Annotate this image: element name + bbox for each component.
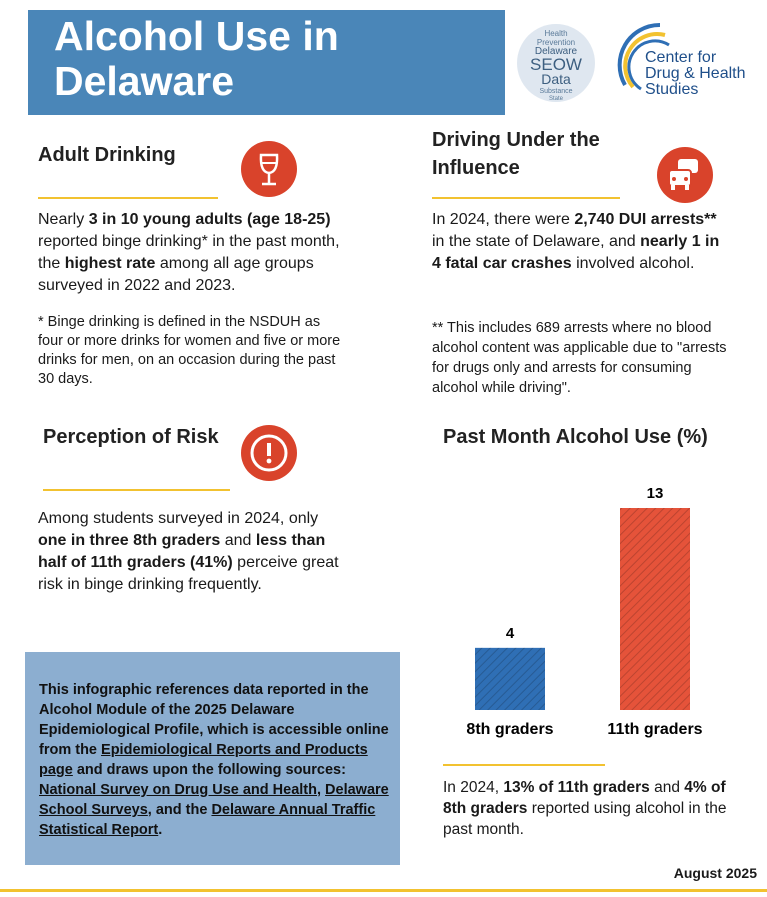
divider <box>43 489 230 491</box>
divider <box>432 197 620 199</box>
logo-word: Health <box>544 29 567 38</box>
header-band <box>28 10 505 115</box>
text-run: nearly 1 in 4 fatal car crashes <box>432 233 720 272</box>
logo-arc <box>617 22 661 86</box>
text-run: 3 in 10 young adults (age 18-25) <box>88 211 331 228</box>
title-line: Delaware <box>54 58 235 104</box>
category-label: 11th graders <box>607 721 702 738</box>
logo-word: Prevention <box>537 38 575 47</box>
logo-arc <box>627 39 670 91</box>
link[interactable]: Delaware School Surveys <box>39 782 389 818</box>
text-run: in the state of Delaware, and <box>432 233 641 250</box>
text-run: highest rate <box>64 255 156 272</box>
text-run: and <box>649 779 685 796</box>
footnote: * Binge drinking is defined in the NSDUH… <box>38 314 341 387</box>
wine-icon <box>241 141 297 197</box>
logo-word: State <box>549 96 564 102</box>
link[interactable]: Delaware Annual Traffic Statistical Repo… <box>39 802 376 838</box>
chart: 4 8th graders 13 11th graders <box>466 485 702 738</box>
divider <box>38 197 218 199</box>
paragraph: Nearly 3 in 10 young adults (age 18-25) … <box>38 209 343 297</box>
org-logo: Center for Drug & Health Studies <box>617 22 746 98</box>
page-title: Alcohol Use in Delaware <box>54 14 339 104</box>
section-heading: Driving Under the Influence <box>432 126 600 182</box>
text-run: 4% of 8th graders <box>443 779 726 817</box>
text-run: , <box>316 782 326 798</box>
logo-word: Data <box>541 71 571 87</box>
text-run: , and the <box>147 802 212 818</box>
logo-word: SEOW <box>530 55 582 74</box>
alert-icon <box>241 425 297 481</box>
text-run: involved alcohol. <box>571 255 695 272</box>
text-run: and draws upon the following sources: <box>72 762 346 778</box>
paragraph: Among students surveyed in 2024, only on… <box>38 508 343 596</box>
logo-word: Delaware <box>535 46 578 57</box>
bar-texture <box>620 508 690 710</box>
car-icon <box>657 147 713 203</box>
link[interactable]: National Survey on Drug Use and Health <box>39 782 317 798</box>
logo-circle <box>517 24 595 102</box>
chart-caption: In 2024, 13% of 11th graders and 4% of 8… <box>443 777 733 840</box>
text-run: perceive great risk in binge drinking fr… <box>38 554 339 593</box>
category-label: 8th graders <box>466 721 553 738</box>
value-label: 13 <box>647 485 664 502</box>
section-heading: Adult Drinking <box>38 144 176 166</box>
sources-text: This infographic references data reporte… <box>39 680 389 840</box>
text-run: among all age groups surveyed in 2022 an… <box>38 255 314 294</box>
bar-texture <box>475 647 545 710</box>
text-run: This infographic references data reporte… <box>39 682 389 758</box>
bottom-rule <box>0 889 767 892</box>
title-line: Alcohol Use in <box>54 13 339 59</box>
text-run: reported using alcohol in the past month… <box>443 800 727 838</box>
link[interactable]: Epidemiological Reports and Products pag… <box>39 742 368 778</box>
date: August 2025 <box>673 865 757 881</box>
divider <box>443 764 605 766</box>
seow-logo: Health Prevention Delaware SEOW Data Sub… <box>517 24 595 102</box>
text-run: In 2024, there were <box>432 211 575 228</box>
text-run: Among students surveyed in 2024, only <box>38 510 319 527</box>
chart-title: Past Month Alcohol Use (%) <box>443 426 708 448</box>
section-heading: Perception of Risk <box>43 426 219 448</box>
text-run: one in three 8th graders <box>38 532 221 549</box>
paragraph: In 2024, there were 2,740 DUI arrests** … <box>432 209 732 275</box>
text-run: reported binge drinking* in the past mon… <box>38 233 340 272</box>
text-run: 13% of 11th graders <box>503 779 650 796</box>
org-name: Studies <box>645 81 698 98</box>
sources-box <box>25 652 400 865</box>
text-run: Nearly <box>38 211 89 228</box>
text-run: 2,740 DUI arrests** <box>574 211 717 228</box>
heading-line: Driving Under the <box>432 129 600 151</box>
footnote: ** This includes 689 arrests where no bl… <box>432 320 727 396</box>
heading-line: Influence <box>432 157 520 179</box>
logo-arc <box>623 32 666 89</box>
logo-word: Substance <box>539 88 572 95</box>
text-run: In 2024, <box>443 779 504 796</box>
org-name: Drug & Health <box>645 65 746 82</box>
text-run: less than half of 11th graders (41%) <box>38 532 326 571</box>
text-run: . <box>158 822 163 838</box>
org-name: Center for <box>645 49 717 66</box>
text-run: and <box>220 532 256 549</box>
value-label: 4 <box>506 625 515 642</box>
